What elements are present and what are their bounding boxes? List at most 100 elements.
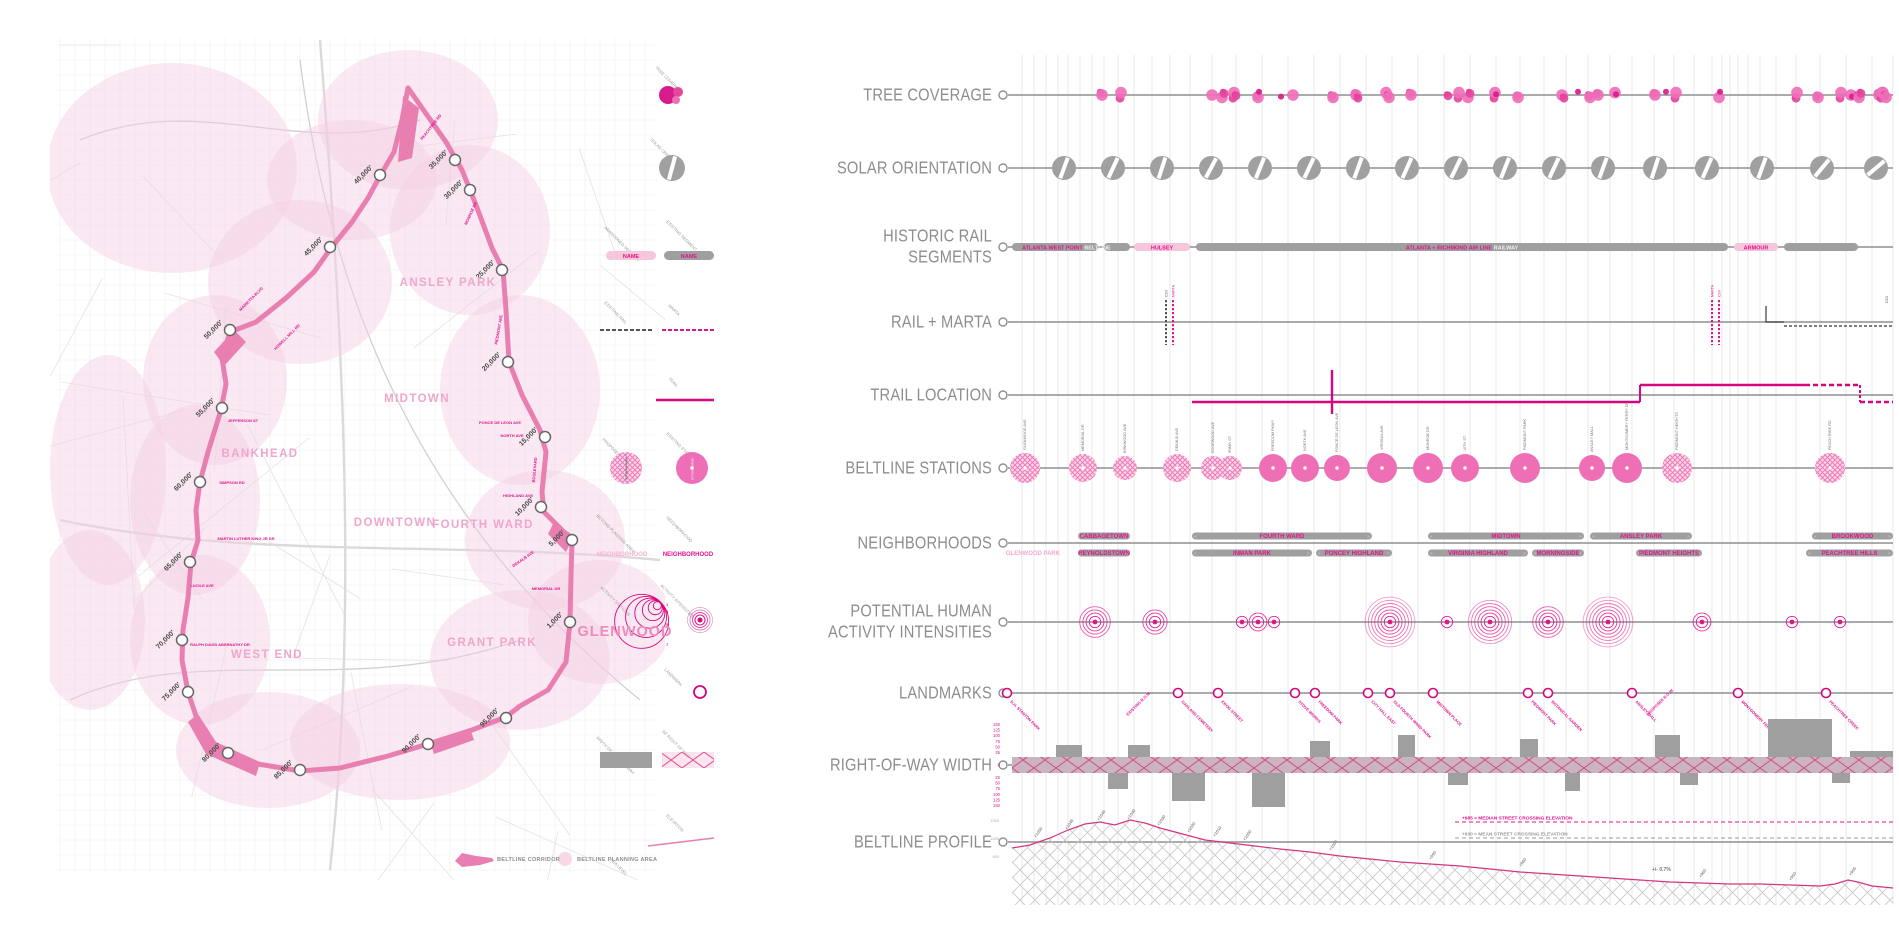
activity-ring bbox=[1383, 615, 1397, 629]
landmark-label: KROG STREET bbox=[1220, 699, 1244, 723]
station-center-dot bbox=[1625, 466, 1629, 470]
street-line bbox=[413, 250, 539, 349]
row-scale-tick: 100 bbox=[993, 733, 1001, 738]
neighborhood-label: INMAN PARK bbox=[1233, 551, 1272, 557]
activity-ring bbox=[1248, 612, 1268, 632]
mile-marker bbox=[193, 475, 207, 489]
bar-chevron: » bbox=[1125, 534, 1128, 540]
street-line bbox=[163, 292, 322, 339]
legend-activity-scale-number: 1 bbox=[666, 602, 669, 607]
station-center-dot bbox=[1211, 466, 1215, 470]
activity-ring bbox=[1082, 609, 1108, 635]
row-scale-zero: 0 bbox=[998, 763, 1001, 768]
elevation-label: +990 bbox=[1428, 849, 1438, 860]
slope-label: +/- 0.7% bbox=[1652, 867, 1671, 873]
station-center-dot bbox=[1828, 466, 1832, 470]
neighborhood-bar bbox=[1428, 549, 1528, 557]
legend-caption: TRAIL bbox=[667, 376, 679, 388]
legend-corridor-swatch bbox=[455, 853, 494, 867]
mile-marker bbox=[323, 240, 337, 254]
tree-blob bbox=[1453, 86, 1465, 99]
neighborhood-bar bbox=[1812, 532, 1893, 540]
map-street-label: PONCE DE LEON AVE bbox=[479, 420, 521, 425]
row-scale-tick: 150 bbox=[993, 722, 1001, 727]
track-start-circle bbox=[998, 163, 1008, 173]
row-scale-tick: 25 bbox=[995, 775, 1000, 780]
historic-rail-bar bbox=[1012, 243, 1098, 251]
legend-caption: NEIGHBORHOOD bbox=[665, 515, 693, 543]
neighborhood-label: PONCEY HIGHLAND bbox=[1325, 551, 1384, 557]
map-label-glenwood: GLENWOOD bbox=[577, 624, 673, 640]
tree-blob bbox=[1592, 89, 1604, 101]
tree-blob bbox=[1405, 89, 1417, 101]
neighborhood-bar bbox=[1192, 532, 1372, 540]
neighborhood-label: REYNOLDSTOWN bbox=[1078, 551, 1130, 557]
activity-ring bbox=[1692, 612, 1712, 632]
landmark-label: MIDTOWN PLACE bbox=[1435, 699, 1463, 727]
street-line bbox=[377, 802, 435, 880]
solar-slash bbox=[1700, 157, 1714, 179]
station-center-dot bbox=[1123, 466, 1127, 470]
legend-activity-scale-number: 5 bbox=[666, 622, 669, 627]
row-label-beltline-stations: BELTLINE STATIONS bbox=[845, 457, 992, 478]
activity-center bbox=[1699, 619, 1705, 625]
legend-activity-scale-number: 3 bbox=[666, 609, 669, 614]
track-start-circle bbox=[998, 837, 1008, 847]
legend-pill-name: NAME bbox=[623, 254, 640, 260]
bar-chevron: » bbox=[1307, 551, 1310, 557]
station-center-dot bbox=[1426, 466, 1430, 470]
track-start-circle bbox=[998, 242, 1008, 252]
activity-ring bbox=[1582, 596, 1634, 648]
station-name-label: IRWIN ST bbox=[1228, 435, 1232, 453]
activity-ring bbox=[1267, 615, 1281, 629]
mile-marker bbox=[181, 685, 195, 699]
activity-center bbox=[1239, 619, 1245, 625]
bar-chevron: « bbox=[1430, 551, 1433, 557]
legend-neighborhood-light: NEIGHBORHOOD bbox=[597, 552, 648, 558]
row-label-trail-location: TRAIL LOCATION bbox=[870, 384, 992, 405]
legend-solar-slash bbox=[666, 155, 678, 181]
activity-ring bbox=[1595, 609, 1621, 635]
tree-blob bbox=[1835, 86, 1847, 99]
street-line bbox=[262, 685, 414, 751]
mile-marker bbox=[448, 153, 462, 167]
highway-line bbox=[318, 39, 347, 871]
tree-blob bbox=[1512, 91, 1524, 104]
activity-ring bbox=[1477, 609, 1503, 635]
tree-blob bbox=[1613, 91, 1619, 98]
tree-blob bbox=[1096, 89, 1108, 101]
profile-axis-tick: 1000 bbox=[990, 836, 1000, 841]
street-line bbox=[214, 306, 227, 473]
map-street-label: MEMORIAL DR bbox=[532, 586, 561, 591]
solar-slash bbox=[1866, 159, 1886, 177]
planning-area-wash bbox=[50, 355, 166, 585]
activity-ring bbox=[1538, 612, 1558, 632]
rail-marker-label: CSX bbox=[1718, 289, 1722, 297]
map-label-grant-park: GRANT PARK bbox=[447, 637, 537, 649]
tree-blob bbox=[1353, 93, 1363, 103]
profile-refline-label: +930 = MEAN STREET CROSSING ELEVATION bbox=[1462, 832, 1568, 838]
corridor-widening bbox=[188, 714, 260, 776]
map-legend bbox=[455, 852, 572, 867]
legend-pill-name: NAME bbox=[681, 254, 698, 260]
tree-blob bbox=[1713, 91, 1725, 104]
planning-area-wash bbox=[130, 555, 270, 725]
mile-marker bbox=[175, 633, 189, 647]
bar-chevron: « bbox=[1080, 534, 1083, 540]
station-center-dot bbox=[1271, 466, 1275, 470]
map-label-fourth-ward: FOURTH WARD bbox=[432, 519, 534, 531]
solar-slash bbox=[1106, 157, 1120, 179]
elevation-label: +1040 bbox=[1096, 809, 1107, 822]
legend-station-name: STATION NAME bbox=[691, 458, 695, 480]
historic-rail-pill-label: HULSEY bbox=[1151, 246, 1174, 252]
tree-blob bbox=[1252, 91, 1264, 104]
station-name-label: DEKALB AVE bbox=[1175, 427, 1179, 451]
activity-ring bbox=[1364, 596, 1416, 648]
profile-refline-label: +985 = MEDIAN STREET CROSSING ELEVATION bbox=[1462, 816, 1573, 822]
neighborhood-bar bbox=[1590, 532, 1692, 540]
planning-area-wash bbox=[50, 530, 145, 710]
station-center-dot bbox=[1590, 466, 1594, 470]
elevation-label: +955 bbox=[1848, 865, 1858, 876]
tree-blob bbox=[1219, 89, 1229, 98]
landmark-label: OAKLAND CEMETERY bbox=[1180, 699, 1214, 733]
